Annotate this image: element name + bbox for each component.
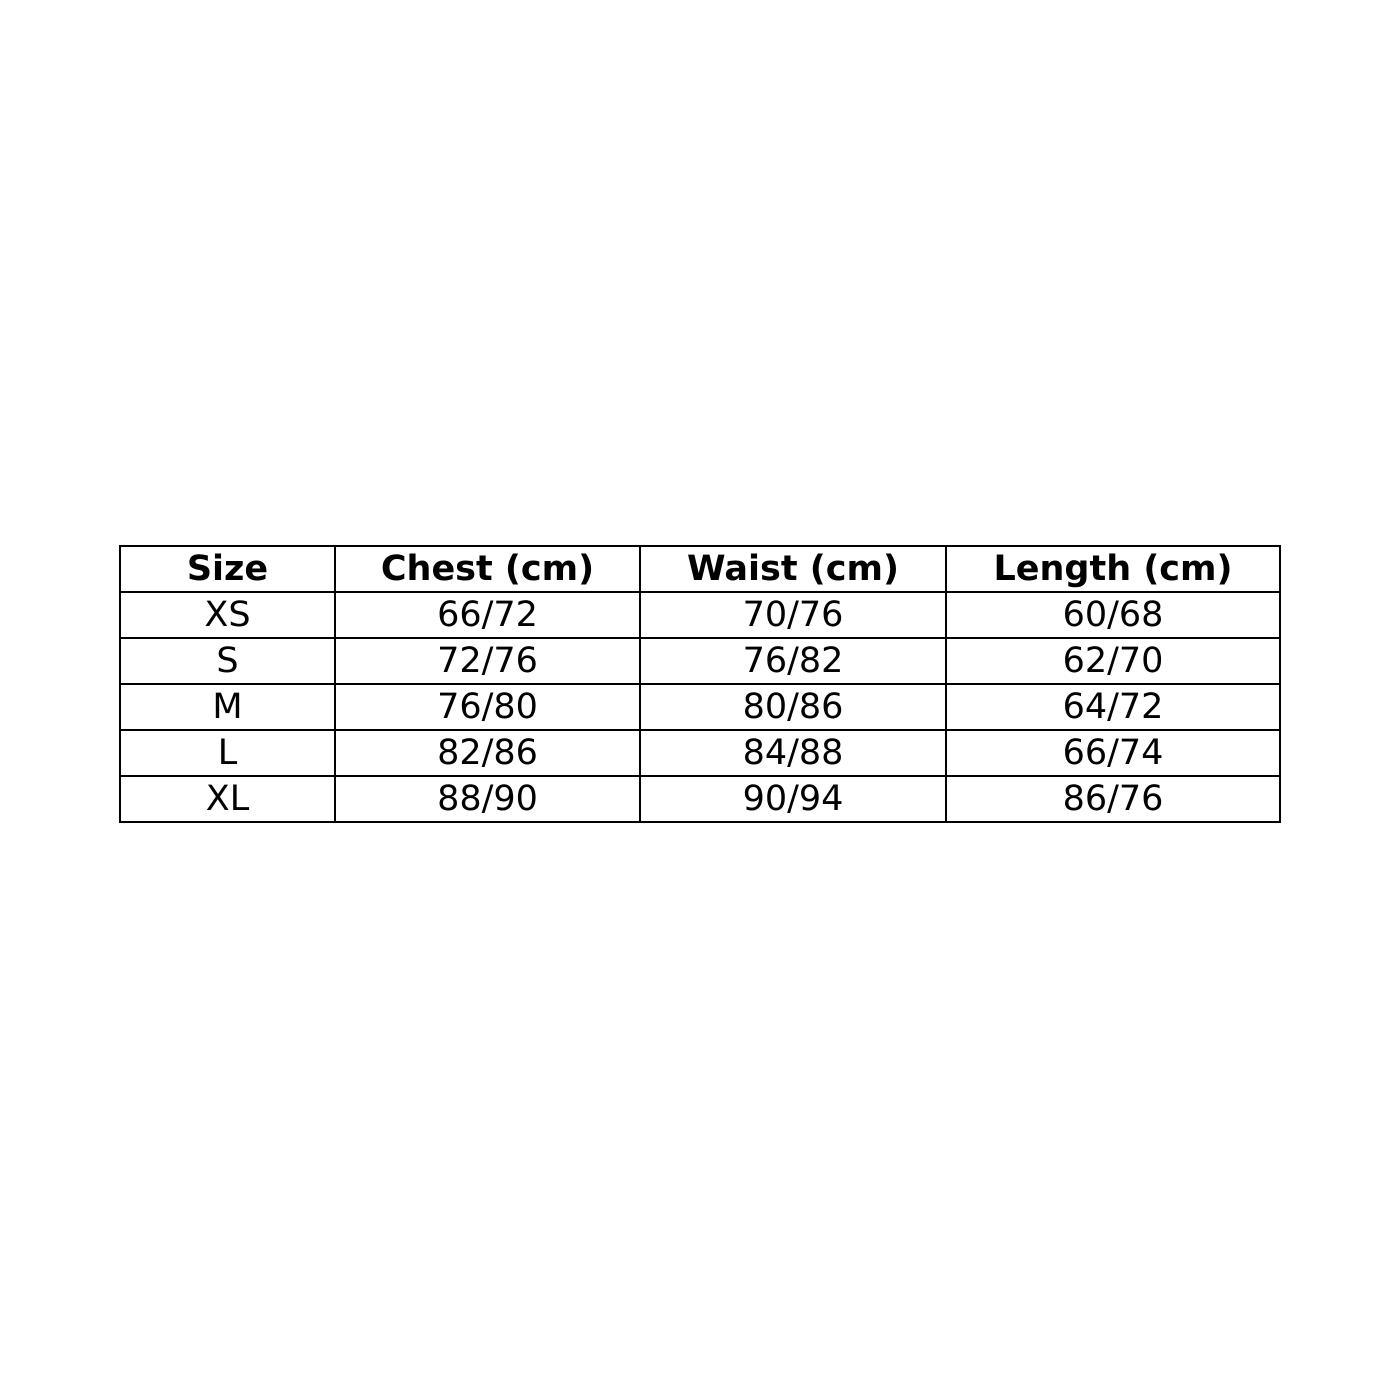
size-cell: XS: [119, 591, 336, 639]
waist-cell: 80/86: [639, 683, 947, 731]
header-waist: Waist (cm): [639, 545, 947, 593]
waist-cell: 84/88: [639, 729, 947, 777]
length-cell: 86/76: [945, 775, 1281, 823]
waist-cell: 70/76: [639, 591, 947, 639]
chest-cell: 72/76: [334, 637, 641, 685]
table-row: S 72/76 76/82 62/70: [119, 637, 1281, 685]
chest-cell: 82/86: [334, 729, 641, 777]
table-row: L 82/86 84/88 66/74: [119, 729, 1281, 777]
header-row: Size Chest (cm) Waist (cm) Length (cm): [119, 545, 1281, 593]
header-chest: Chest (cm): [334, 545, 641, 593]
size-cell: S: [119, 637, 336, 685]
length-cell: 60/68: [945, 591, 1281, 639]
table-body: XS 66/72 70/76 60/68 S 72/76 76/82 62/70 M 76/80 8…: [119, 591, 1281, 823]
chest-cell: 76/80: [334, 683, 641, 731]
size-cell: L: [119, 729, 336, 777]
length-cell: 64/72: [945, 683, 1281, 731]
header-size: Size: [119, 545, 336, 593]
waist-cell: 76/82: [639, 637, 947, 685]
length-cell: 66/74: [945, 729, 1281, 777]
chest-cell: 66/72: [334, 591, 641, 639]
table-row: XL 88/90 90/94 86/76: [119, 775, 1281, 823]
header-length: Length (cm): [945, 545, 1281, 593]
length-cell: 62/70: [945, 637, 1281, 685]
table-row: M 76/80 80/86 64/72: [119, 683, 1281, 731]
waist-cell: 90/94: [639, 775, 947, 823]
chest-cell: 88/90: [334, 775, 641, 823]
table-row: XS 66/72 70/76 60/68: [119, 591, 1281, 639]
size-cell: XL: [119, 775, 336, 823]
size-chart-table: Size Chest (cm) Waist (cm) Length (cm) X…: [119, 545, 1281, 823]
size-cell: M: [119, 683, 336, 731]
